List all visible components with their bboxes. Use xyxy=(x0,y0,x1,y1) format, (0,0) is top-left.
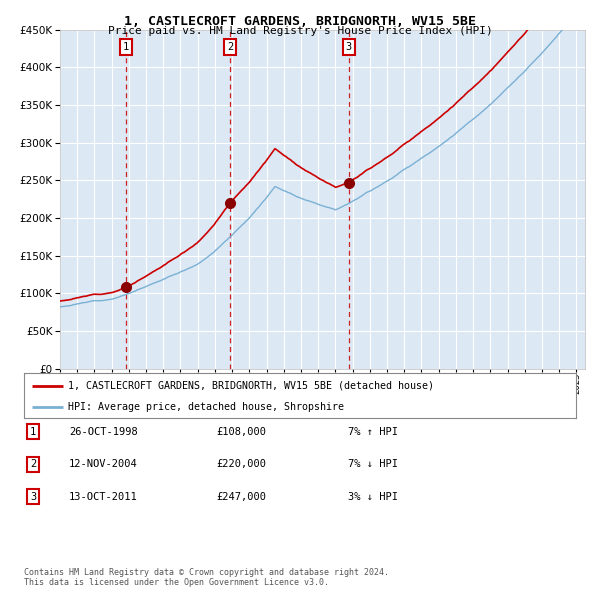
Text: 26-OCT-1998: 26-OCT-1998 xyxy=(69,427,138,437)
Text: 3% ↓ HPI: 3% ↓ HPI xyxy=(348,492,398,502)
Text: £220,000: £220,000 xyxy=(216,460,266,469)
Text: 7% ↑ HPI: 7% ↑ HPI xyxy=(348,427,398,437)
Text: Price paid vs. HM Land Registry's House Price Index (HPI): Price paid vs. HM Land Registry's House … xyxy=(107,26,493,36)
Text: HPI: Average price, detached house, Shropshire: HPI: Average price, detached house, Shro… xyxy=(68,402,344,412)
Text: 1: 1 xyxy=(123,42,129,52)
Text: 2: 2 xyxy=(227,42,233,52)
Text: £108,000: £108,000 xyxy=(216,427,266,437)
Text: 13-OCT-2011: 13-OCT-2011 xyxy=(69,492,138,502)
Text: 2: 2 xyxy=(30,460,36,469)
Text: 1: 1 xyxy=(30,427,36,437)
Text: 3: 3 xyxy=(346,42,352,52)
Text: £247,000: £247,000 xyxy=(216,492,266,502)
Text: 1, CASTLECROFT GARDENS, BRIDGNORTH, WV15 5BE: 1, CASTLECROFT GARDENS, BRIDGNORTH, WV15… xyxy=(124,15,476,28)
Text: 1, CASTLECROFT GARDENS, BRIDGNORTH, WV15 5BE (detached house): 1, CASTLECROFT GARDENS, BRIDGNORTH, WV15… xyxy=(68,381,434,391)
Text: 7% ↓ HPI: 7% ↓ HPI xyxy=(348,460,398,469)
Text: 12-NOV-2004: 12-NOV-2004 xyxy=(69,460,138,469)
Text: Contains HM Land Registry data © Crown copyright and database right 2024.
This d: Contains HM Land Registry data © Crown c… xyxy=(24,568,389,587)
Text: 3: 3 xyxy=(30,492,36,502)
